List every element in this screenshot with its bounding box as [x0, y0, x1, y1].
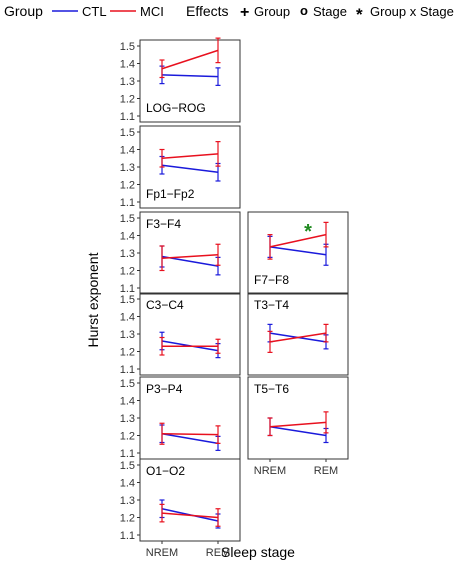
panel-label: T5−T6 — [254, 382, 289, 396]
panel-p3-p4: 1.1 1.2 1.3 1.4 1.5 P3−P4 — [120, 376, 241, 460]
panels: 1.1 1.2 1.3 1.4 1.5 LOG−ROG 1.1 1.2 1.3 1.4 1.5 Fp1… — [120, 37, 349, 559]
mci-series-line — [269, 233, 327, 248]
y-tick-label: 1.5 — [120, 460, 135, 472]
y-tick-label: 1.5 — [120, 41, 135, 53]
ctl-series-line — [161, 164, 219, 173]
y-tick-label: 1.2 — [120, 266, 135, 278]
panel-frame — [247, 211, 349, 295]
panel-t3-t4: T3−T4 — [247, 292, 349, 376]
panel-label: F7−F8 — [254, 273, 289, 287]
ctl-series-line — [269, 246, 327, 256]
y-tick-label: 1.4 — [120, 231, 135, 243]
effects-legend-title: Effects — [186, 3, 229, 19]
y-tick-label: 1.3 — [120, 495, 135, 507]
y-tick-label: 1.3 — [120, 413, 135, 425]
y-tick-label: 1.3 — [120, 329, 135, 341]
y-tick-label: 1.2 — [120, 180, 135, 192]
panel-label: T3−T4 — [254, 298, 289, 312]
mci-series-line — [161, 254, 219, 259]
y-tick-label: 1.1 — [120, 283, 135, 295]
panel-label: P3−P4 — [146, 382, 183, 396]
interaction-effect-label: Group x Stage — [370, 4, 454, 19]
y-tick-label: 1.4 — [120, 312, 135, 324]
panel-fp1-fp2: 1.1 1.2 1.3 1.4 1.5 Fp1−Fp2 — [120, 125, 241, 209]
panel-f3-f4: 1.1 1.2 1.3 1.4 1.5 F3−F4 — [120, 211, 241, 295]
x-tick-label: NREM — [254, 465, 286, 477]
panel-label: O1−O2 — [146, 464, 185, 478]
group-effect-label: Group — [254, 4, 290, 19]
y-tick-label: 1.2 — [120, 94, 135, 106]
mci-series-line — [269, 421, 327, 428]
y-tick-label: 1.5 — [120, 213, 135, 225]
x-tick-label: REM — [314, 465, 338, 477]
panel-label: F3−F4 — [146, 217, 181, 231]
mci-legend-label: MCI — [140, 4, 164, 19]
stage-effect-label: Stage — [313, 4, 347, 19]
y-tick-label: 1.2 — [120, 431, 135, 443]
stage-effect-symbol: o — [300, 3, 308, 18]
ctl-series-line — [269, 426, 327, 437]
mci-series-line — [269, 332, 327, 343]
interaction-effect-symbol: * — [356, 5, 363, 24]
y-tick-label: 1.1 — [120, 530, 135, 542]
y-tick-label: 1.1 — [120, 364, 135, 376]
panel-log-rog: 1.1 1.2 1.3 1.4 1.5 LOG−ROG — [120, 37, 241, 123]
y-tick-label: 1.5 — [120, 127, 135, 139]
y-tick-label: 1.2 — [120, 513, 135, 525]
interaction-significance-marker: * — [304, 221, 312, 243]
y-tick-label: 1.3 — [120, 248, 135, 260]
panel-label: LOG−ROG — [146, 101, 206, 115]
mci-series-line — [161, 49, 219, 70]
y-tick-label: 1.3 — [120, 162, 135, 174]
y-tick-label: 1.4 — [120, 145, 135, 157]
mci-series-line — [161, 433, 219, 436]
ctl-legend-label: CTL — [82, 4, 107, 19]
y-tick-label: 1.4 — [120, 478, 135, 490]
x-tick-label: NREM — [146, 547, 178, 559]
ctl-series-line — [161, 433, 219, 445]
y-tick-label: 1.3 — [120, 76, 135, 88]
y-tick-label: 1.5 — [120, 378, 135, 390]
mci-series-line — [161, 153, 219, 159]
y-tick-label: 1.1 — [120, 197, 135, 209]
group-effect-symbol: + — [240, 4, 249, 21]
panel-f7-f8: F7−F8 * — [247, 211, 349, 295]
y-tick-label: 1.1 — [120, 111, 135, 123]
y-tick-label: 1.5 — [120, 294, 135, 306]
mci-series-line — [161, 512, 219, 519]
x-axis-title: Sleep stage — [221, 544, 295, 560]
y-tick-label: 1.4 — [120, 59, 135, 71]
y-tick-label: 1.2 — [120, 347, 135, 359]
panel-c3-c4: 1.1 1.2 1.3 1.4 1.5 C3−C4 — [120, 292, 241, 376]
x-tick-label: REM — [206, 547, 230, 559]
ctl-series-line — [161, 74, 219, 78]
y-axis-title: Hurst exponent — [85, 252, 101, 347]
panel-o1-o2: 1.1 1.2 1.3 1.4 1.5 O1−O2 NREM REM — [120, 458, 241, 559]
y-tick-label: 1.4 — [120, 396, 135, 408]
panel-label: Fp1−Fp2 — [146, 187, 195, 201]
panel-t5-t6: T5−T6 NREM REM — [247, 376, 349, 477]
panel-label: C3−C4 — [146, 298, 184, 312]
panel-frame — [247, 376, 349, 460]
panel-frame — [247, 292, 349, 376]
group-legend-title: Group — [4, 3, 43, 19]
legend: Group CTL MCI Effects + Group o Stage * … — [4, 3, 454, 24]
y-tick-label: 1.1 — [120, 448, 135, 460]
